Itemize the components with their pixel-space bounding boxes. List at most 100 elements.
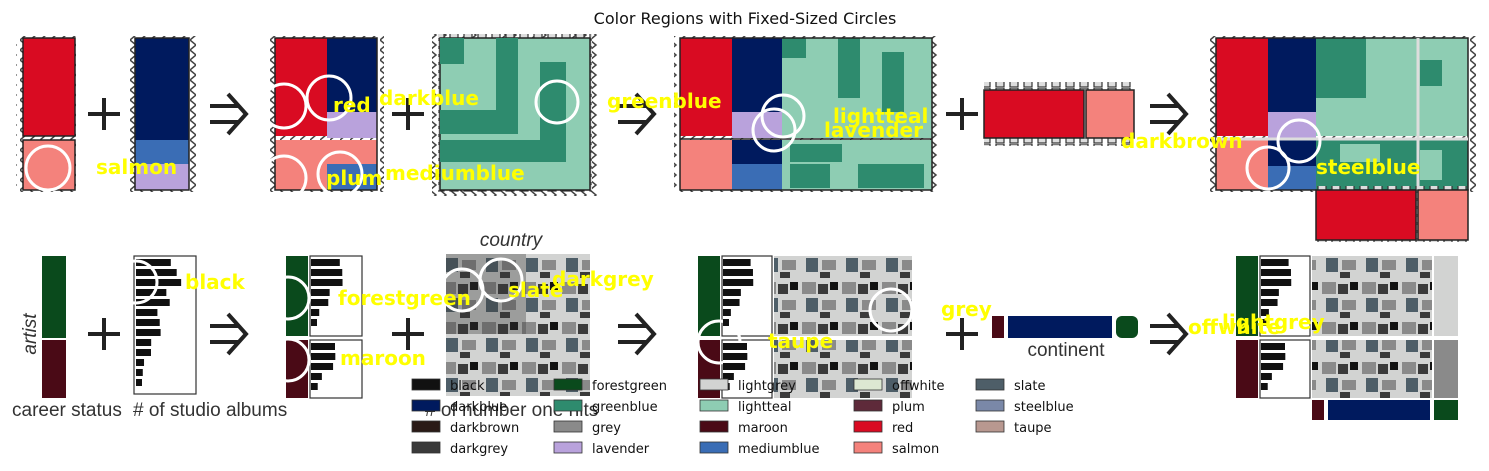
panel-country <box>439 254 590 396</box>
plus-operator <box>392 98 424 130</box>
label-slate: slate <box>508 278 563 302</box>
plus-operator <box>946 98 978 130</box>
axis-label-studio-albums: # of studio albums <box>133 400 287 421</box>
bar <box>136 309 158 316</box>
legend-label-slate: slate <box>1014 379 1045 394</box>
bar <box>1261 383 1268 390</box>
plus-operator <box>392 318 424 350</box>
implies-operator <box>618 312 657 356</box>
panel-darkblue <box>128 36 196 192</box>
implies-operator <box>210 92 249 136</box>
legend-swatch-grey <box>553 420 583 433</box>
label-maroon: maroon <box>340 346 426 370</box>
bar <box>136 259 171 266</box>
bar <box>136 349 151 356</box>
panel-final-2 <box>1236 255 1458 420</box>
bar <box>136 299 170 306</box>
label-darkblue: darkblue <box>379 86 479 110</box>
legend-label-greenblue: greenblue <box>592 400 658 415</box>
implies-operator <box>210 312 249 356</box>
label-taupe: taupe <box>768 329 833 353</box>
label-offwhite: offwhite <box>1188 315 1281 339</box>
bar <box>1261 319 1267 326</box>
legend-label-lavender: lavender <box>592 442 650 457</box>
bar <box>311 259 340 266</box>
label-steelblue: steelblue <box>1316 155 1420 179</box>
legend-label-grey: grey <box>592 421 621 436</box>
bar <box>136 319 160 326</box>
bar <box>136 379 142 386</box>
bar <box>723 289 741 296</box>
bar <box>723 343 747 350</box>
bar <box>1261 373 1272 380</box>
panel-artist: artist <box>20 256 66 398</box>
legend-label-lightteal: lightteal <box>738 400 792 415</box>
legend-swatch-greenblue <box>553 399 583 412</box>
axis-label-artist: artist <box>20 313 41 355</box>
legend-label-plum: plum <box>892 400 925 415</box>
legend-label-mediumblue: mediumblue <box>738 442 820 457</box>
label-lightteal: lightteal <box>833 104 928 128</box>
bar <box>723 269 753 276</box>
bar <box>311 309 320 316</box>
panel-continent <box>992 316 1138 338</box>
legend-label-taupe: taupe <box>1014 421 1052 436</box>
legend-swatch-red <box>853 420 883 433</box>
plus-operator <box>946 318 978 350</box>
bar <box>311 363 334 370</box>
label-red: red <box>333 93 371 117</box>
axis-label-continent: continent <box>1027 340 1105 361</box>
bar <box>311 343 335 350</box>
legend-swatch-offwhite <box>853 378 883 391</box>
panel-studio-albums <box>133 255 197 395</box>
legend-swatch-taupe <box>975 420 1005 433</box>
bar <box>311 289 330 296</box>
legend-swatch-maroon <box>699 420 729 433</box>
legend-swatch-forestgreen <box>553 378 583 391</box>
bar <box>311 353 336 360</box>
panel-artist-albums <box>265 255 363 399</box>
bar <box>136 279 182 286</box>
bar <box>136 289 167 296</box>
bar <box>1261 259 1289 266</box>
bar <box>311 299 329 306</box>
label-black: black <box>185 270 246 294</box>
region-circle <box>113 259 159 305</box>
legend-label-red: red <box>892 421 913 436</box>
legend-label-black: black <box>450 379 485 394</box>
bar <box>723 299 740 306</box>
bar <box>311 373 322 380</box>
panel-greenblue <box>432 34 598 196</box>
legend-label-darkblue: darkblue <box>450 400 507 415</box>
legend-swatch-mediumblue <box>699 441 729 454</box>
label-lightgrey: lightgrey <box>1222 310 1325 334</box>
bar <box>136 369 143 376</box>
legend-label-salmon: salmon <box>892 442 939 457</box>
label-lavender: lavender <box>824 118 923 142</box>
legend-label-forestgreen: forestgreen <box>592 379 667 394</box>
bar <box>1261 279 1292 286</box>
panel-red-salmon-horizontal <box>983 82 1135 146</box>
bar <box>1261 289 1279 296</box>
label-darkgrey: darkgrey <box>552 267 654 291</box>
bar <box>1261 299 1278 306</box>
bar <box>136 359 145 366</box>
label-plum: plum <box>326 166 382 190</box>
legend-swatch-steelblue <box>975 399 1005 412</box>
legend-label-darkbrown: darkbrown <box>450 421 519 436</box>
bar <box>311 383 318 390</box>
implies-operator <box>618 92 657 136</box>
panel-combined-3 <box>696 255 914 399</box>
bar <box>1261 363 1284 370</box>
bar <box>723 353 748 360</box>
bar <box>723 319 729 326</box>
legend-label-steelblue: steelblue <box>1014 400 1074 415</box>
bar <box>1261 353 1286 360</box>
legend-swatch-lightgrey <box>699 378 729 391</box>
bar <box>136 329 161 336</box>
plus-operator <box>88 318 120 350</box>
implies-operator <box>1150 92 1189 136</box>
legend-swatch-darkbrown <box>411 420 441 433</box>
figure-title: Color Regions with Fixed-Sized Circles <box>594 9 897 28</box>
